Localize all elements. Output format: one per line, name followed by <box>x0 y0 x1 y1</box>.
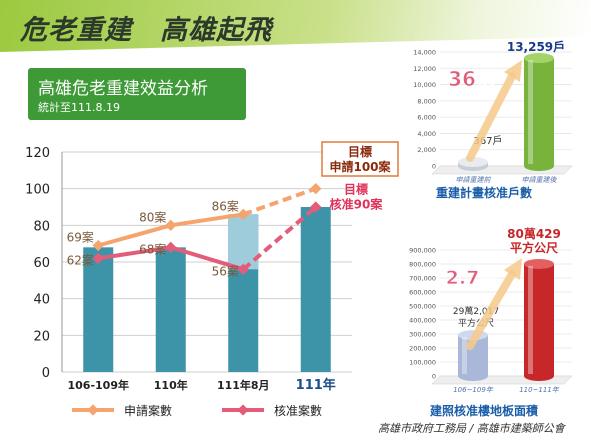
y-tick-label: 6,000 <box>417 114 436 122</box>
y-tick-label: 200,000 <box>409 345 436 353</box>
cylinder-shine <box>528 60 533 164</box>
households-caption: 重建計畫核准戶數 <box>436 186 533 200</box>
x-tick-label: 111年8月 <box>217 378 270 392</box>
series-point <box>165 241 177 253</box>
cylinder-base <box>524 161 554 171</box>
multiplier-label: 2.7倍 <box>446 266 499 289</box>
multiplier-label: 36倍 <box>448 67 496 91</box>
y-tick-label: 14,000 <box>413 49 436 57</box>
data-label: 69案 <box>67 230 94 245</box>
value-label: 平方公尺 <box>510 240 558 255</box>
x-tick-label: 申請重建後 <box>522 176 558 184</box>
growth-arrow-head <box>504 60 522 82</box>
cylinder-top <box>524 258 554 269</box>
floor-area-chart: 0 100,000 200,000 300,000 400,000 500,000 600,… <box>409 226 573 394</box>
page-title: 危老重建 高雄起飛 <box>20 15 272 46</box>
legend-label: 核准案數 <box>274 403 322 418</box>
cylinder-shine <box>462 337 467 374</box>
y-tick-label: 2,000 <box>417 146 436 154</box>
y-tick-label: 400,000 <box>409 317 436 325</box>
y-tick-label: 10,000 <box>413 81 436 89</box>
value-label: 80萬429 <box>507 226 561 241</box>
main-chart-x-ticks: 106-109年 110年 111年8月 111年 <box>68 377 336 393</box>
main-chart-legend: 申請案數 核准案數 <box>72 403 322 418</box>
main-chart: 0 20 40 60 80 100 120 69案 80案 86案 62案 68案 56案 106-1… <box>25 141 399 418</box>
footer-credit: 高雄市政府工務局 / 高雄市建築師公會 <box>378 422 565 435</box>
y-tick-label: 100,000 <box>409 359 436 367</box>
data-label: 80案 <box>139 209 166 224</box>
cylinder-top <box>524 53 554 64</box>
series-target-line <box>241 205 318 271</box>
bar <box>155 247 186 372</box>
y-tick-label: 20 <box>33 329 50 344</box>
y-tick-label: 80 <box>33 219 50 234</box>
data-label: 86案 <box>212 198 239 213</box>
series-point <box>310 183 322 195</box>
main-chart-y-ticks: 0 20 40 60 80 100 120 <box>25 146 50 381</box>
subtitle-text: 高雄危老重建效益分析 <box>38 79 208 99</box>
bar <box>300 207 331 372</box>
bar <box>83 247 114 372</box>
x-tick-label: 110年 <box>154 378 188 392</box>
y-tick-label: 300,000 <box>409 331 436 339</box>
target-text: 申請100案 <box>329 159 391 174</box>
y-tick-label: 600,000 <box>409 289 436 297</box>
bar-highlight <box>228 214 259 270</box>
legend-marker <box>237 404 249 416</box>
series-point <box>237 263 249 275</box>
y-tick-label: 12,000 <box>413 65 436 73</box>
series-point <box>165 219 177 231</box>
series-target-line <box>242 186 317 217</box>
y-tick-label: 4,000 <box>417 130 436 138</box>
growth-arrow <box>466 270 516 350</box>
target-text: 核准90案 <box>330 197 384 212</box>
series-point <box>237 208 249 220</box>
y-tick-label: 40 <box>33 293 50 308</box>
x-tick-label: 106~109年 <box>453 386 494 394</box>
main-chart-lines: 69案 80案 86案 62案 68案 56案 <box>67 183 322 278</box>
subtitle-box: 高雄危老重建效益分析 統計至111.8.19 <box>28 68 246 120</box>
x-tick-label: 111年 <box>296 377 336 393</box>
growth-arrow-head <box>504 258 522 280</box>
cylinder-bar <box>524 263 554 376</box>
y-tick-label: 500,000 <box>409 303 436 311</box>
data-label: 68案 <box>139 241 166 256</box>
y-tick-label: 0 <box>432 373 436 381</box>
growth-arrow <box>466 72 516 162</box>
cylinder-base <box>524 371 554 381</box>
subtitle-date: 統計至111.8.19 <box>38 101 120 114</box>
y-tick-label: 800,000 <box>409 261 436 269</box>
y-tick-label: 0 <box>432 163 436 171</box>
y-tick-label: 900,000 <box>409 247 436 255</box>
legend-label: 申請案數 <box>124 403 172 418</box>
data-label: 62案 <box>67 252 94 267</box>
cylinder-shine <box>528 265 533 374</box>
target-box <box>321 141 399 177</box>
x-tick-label: 110~111年 <box>519 386 560 394</box>
households-chart: 0 2,000 4,000 6,000 8,000 10,000 12,000 14,000 申… <box>413 39 573 184</box>
y-tick-label: 8,000 <box>417 97 436 105</box>
cylinder-bar <box>524 58 554 166</box>
target-title: 目標 <box>344 182 368 197</box>
y-tick-label: 100 <box>25 183 50 198</box>
y-tick-label: 700,000 <box>409 275 436 283</box>
y-tick-label: 120 <box>25 146 50 161</box>
y-tick-label: 0 <box>42 366 50 381</box>
x-tick-label: 申請重建前 <box>456 176 492 184</box>
y-tick-label: 60 <box>33 256 50 271</box>
cylinder-base <box>458 371 488 381</box>
main-chart-bars <box>83 207 331 372</box>
data-label: 56案 <box>212 263 239 278</box>
value-label: 13,259戶 <box>507 39 565 54</box>
legend-marker <box>87 404 99 416</box>
target-title: 目標 <box>348 144 372 159</box>
cylinder-top <box>458 157 488 167</box>
floor-area-caption: 建照核准樓地板面積 <box>430 404 539 418</box>
x-tick-label: 106-109年 <box>68 378 130 392</box>
